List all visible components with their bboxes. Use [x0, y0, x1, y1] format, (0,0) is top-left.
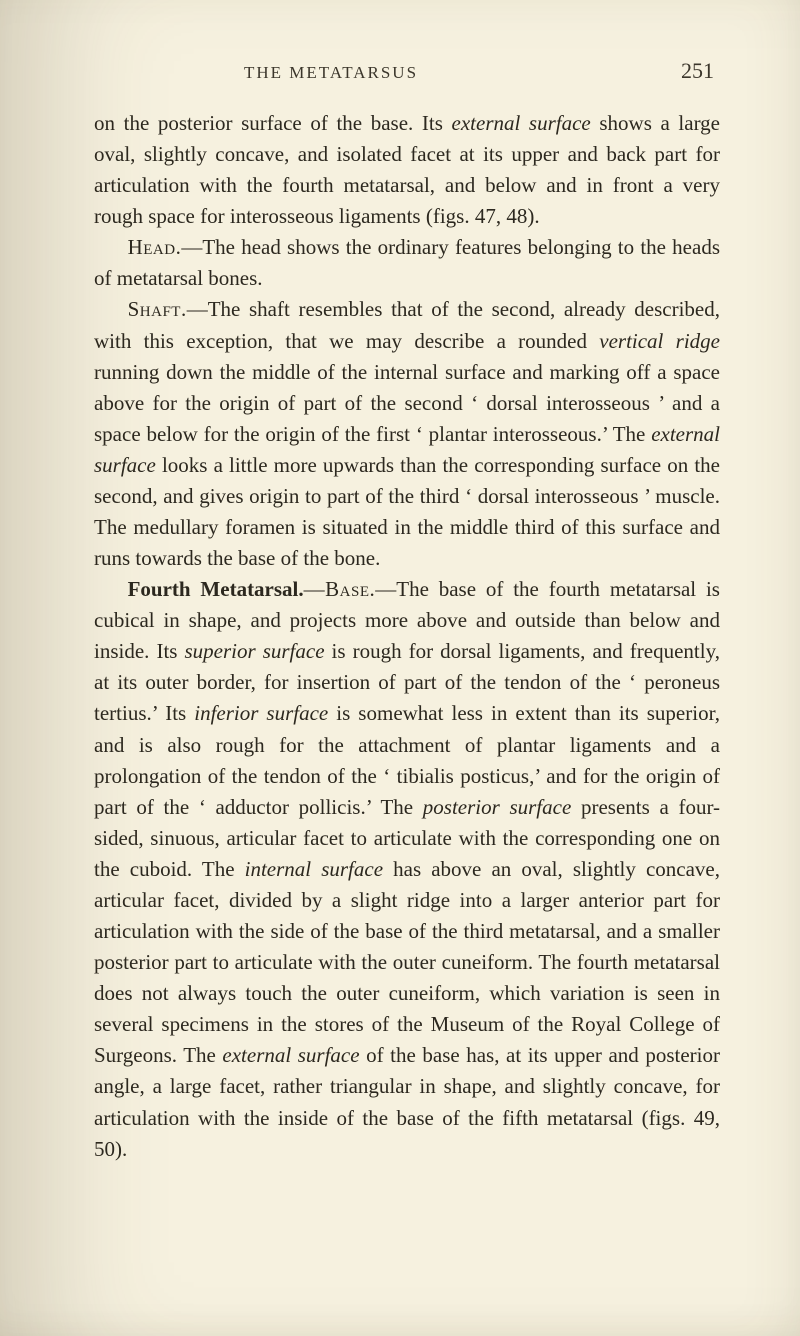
text-run: —The head shows the ordinary features be…: [94, 235, 720, 290]
italic-run: internal surface: [245, 857, 383, 881]
paragraph-2: Head.—The head shows the ordinary featur…: [94, 232, 720, 294]
page-number: 251: [681, 58, 714, 84]
text-run: on the posterior surface of the base. It…: [94, 111, 452, 135]
italic-run: external surface: [452, 111, 591, 135]
page-header: THE METATARSUS 251: [94, 58, 720, 84]
page: THE METATARSUS 251 on the posterior surf…: [0, 0, 800, 1336]
smallcaps-run: Head.: [128, 235, 182, 259]
text-run: has above an oval, slightly concave, art…: [94, 857, 720, 1067]
running-title: THE METATARSUS: [244, 63, 418, 83]
italic-run: posterior surface: [423, 795, 572, 819]
smallcaps-run: Shaft.: [128, 297, 187, 321]
italic-run: external surface: [222, 1043, 359, 1067]
body-text: on the posterior surface of the base. It…: [94, 108, 720, 1165]
italic-run: superior surface: [184, 639, 324, 663]
paragraph-1: on the posterior surface of the base. It…: [94, 108, 720, 232]
text-run: running down the middle of the internal …: [94, 360, 720, 446]
paragraph-3: Shaft.—The shaft resembles that of the s…: [94, 294, 720, 574]
italic-run: vertical ridge: [599, 329, 720, 353]
bold-lead: Fourth Metatarsal.: [128, 577, 304, 601]
italic-run: inferior surface: [194, 701, 328, 725]
smallcaps-run: —Base.: [304, 577, 376, 601]
text-run: looks a little more upwards than the cor…: [94, 453, 720, 570]
paragraph-4: Fourth Metatarsal.—Base.—The base of the…: [94, 574, 720, 1164]
